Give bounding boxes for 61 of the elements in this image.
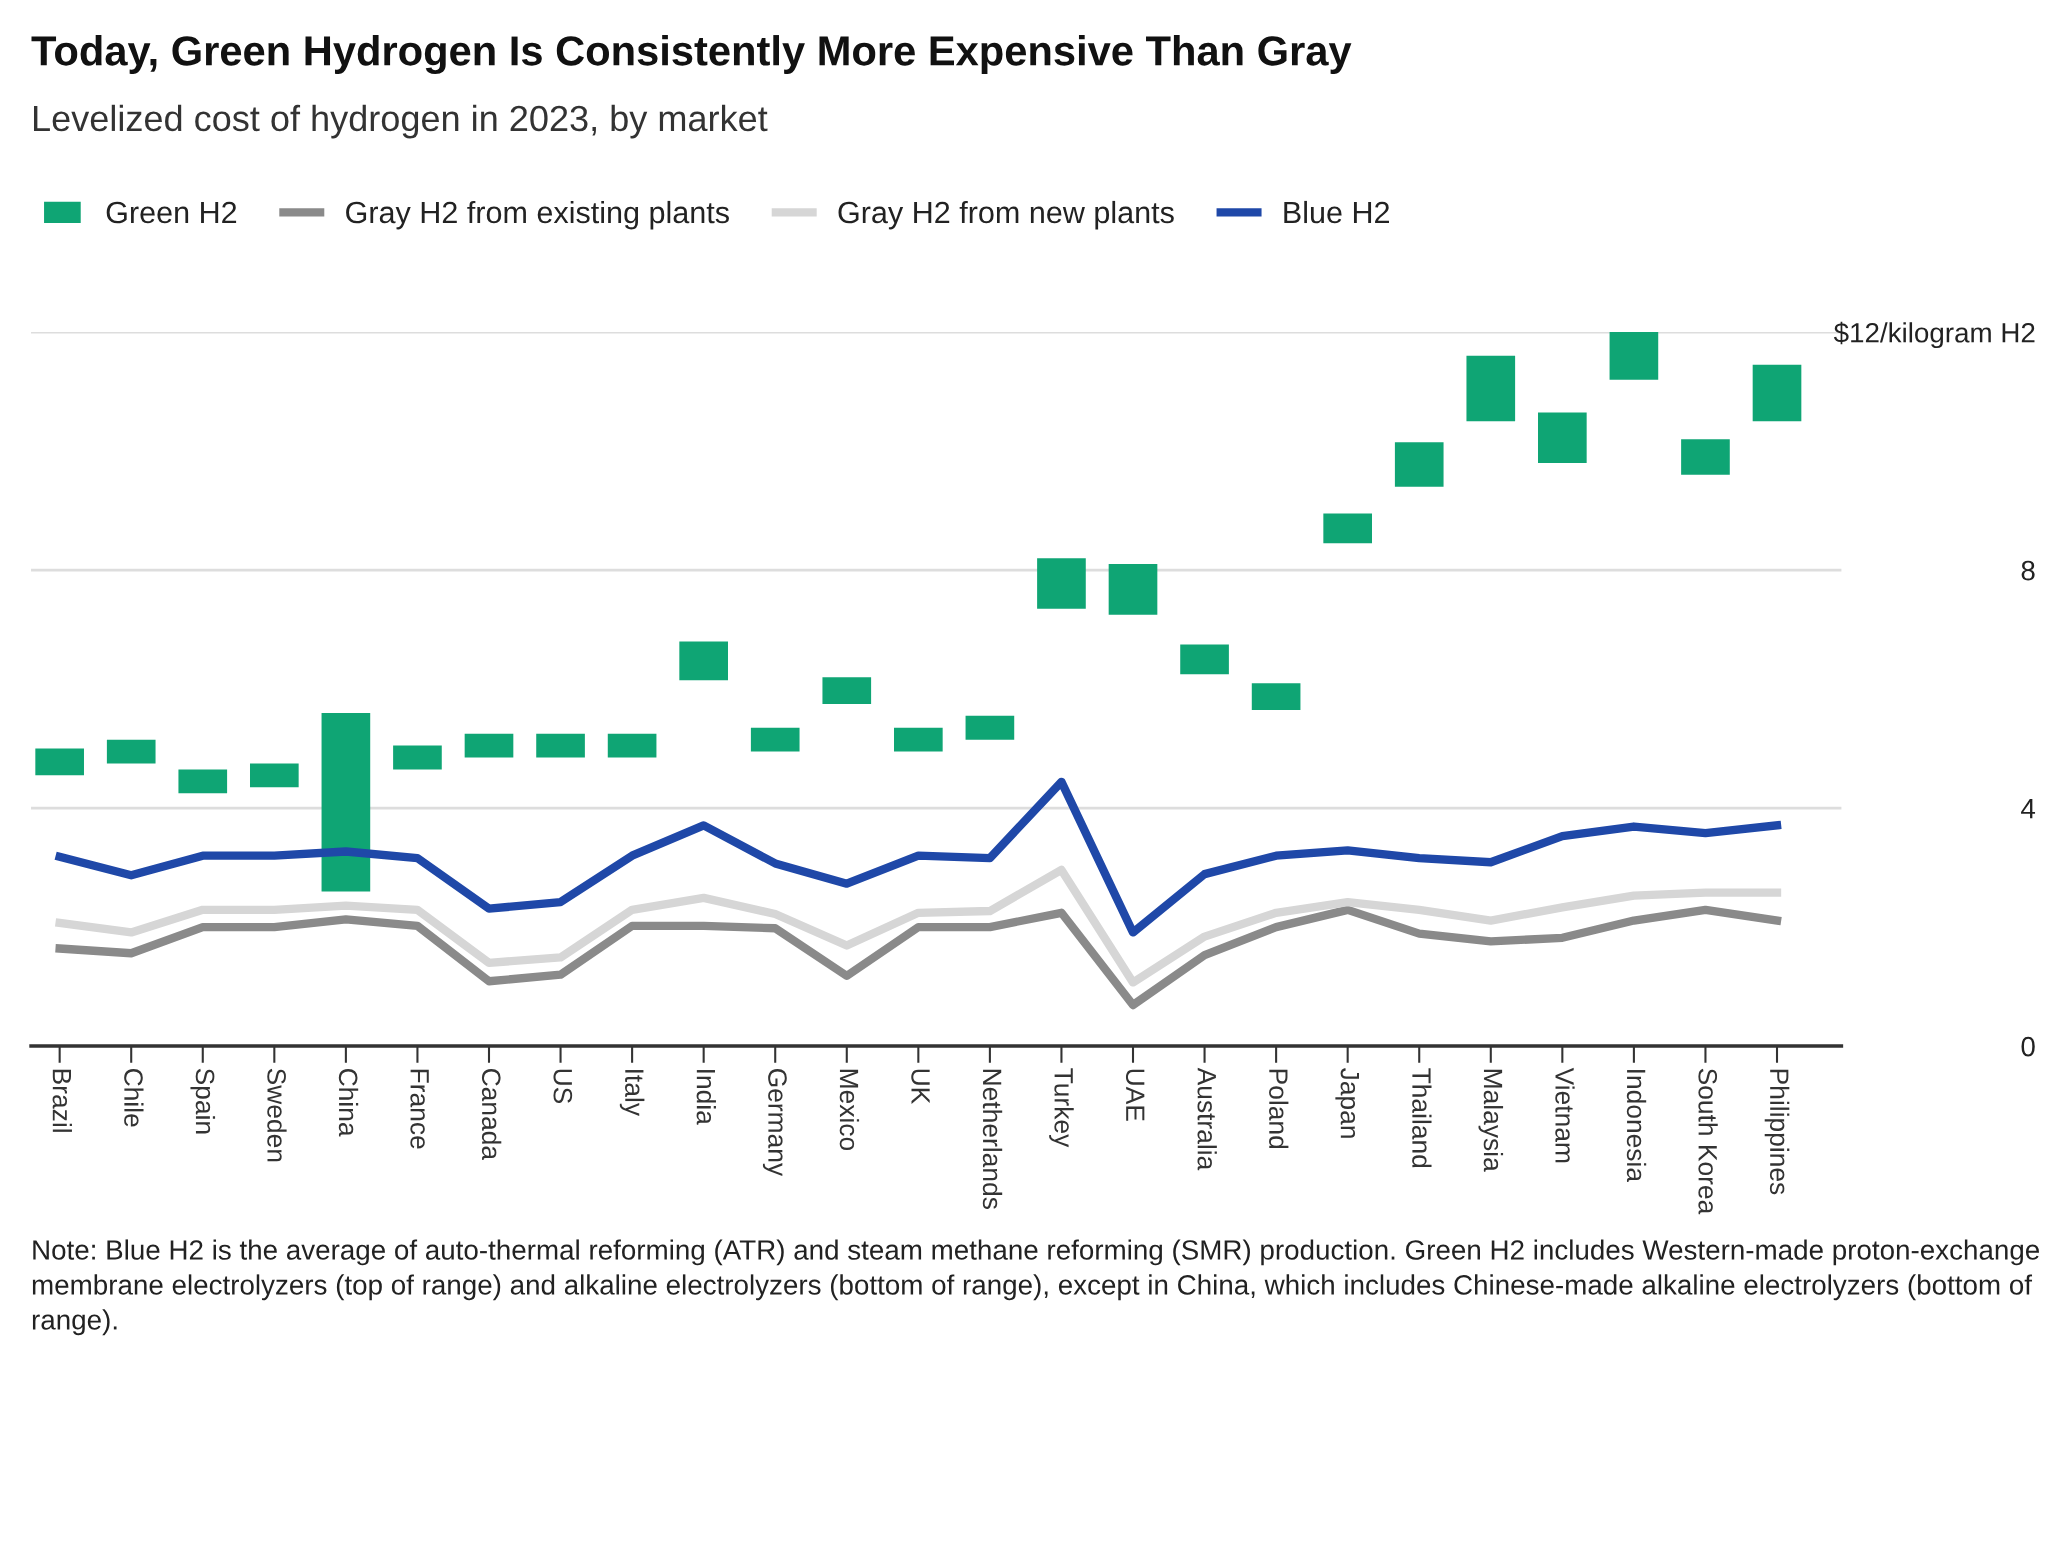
x-tick-label: Sweden [267,1068,287,1162]
bar [106,739,156,764]
y-tick-label: 8 [2021,560,2035,581]
chart-subtitle: Levelized cost of hydrogen in 2023, by market [34,104,768,139]
chart-title: Today, Green Hydrogen Is Consistently More Expensive Than Gray [31,35,1352,75]
bar [1180,644,1229,675]
x-tick-label: Germany [762,1068,787,1177]
bar [965,715,1015,740]
bar [1538,412,1587,463]
bar [178,769,228,794]
bar [894,727,943,752]
bar [1251,683,1301,710]
x-tick-label: Turkey [1049,1068,1074,1148]
x-tick-label: Mexico [839,1069,860,1151]
x-tick-label: Canada [481,1068,502,1161]
bar [1394,442,1444,487]
bar [35,748,84,776]
bar [822,677,872,704]
bar [536,733,585,758]
bar [679,641,728,681]
bar [1108,564,1158,615]
x-tick-label: France [410,1069,429,1149]
x-tick-label: Italy [619,1070,645,1116]
bar [321,712,371,892]
x-tick-label: UAE [1125,1069,1145,1121]
x-tick-label: China [338,1068,359,1137]
legend-label: Gray H2 from new plants [838,200,1174,230]
x-tick-label: Malaysia [1478,1069,1504,1172]
y-tick-label: 0 [2021,1036,2035,1057]
x-tick-label: Chile [124,1068,144,1127]
bar [1466,355,1516,422]
legend-label: Gray H2 from existing plants [346,200,729,230]
bar [1681,439,1730,475]
y-tick-label: 4 [2021,799,2036,819]
x-tick-label: Japan [1335,1068,1359,1138]
text: Note: Blue H2 is the average of auto-thermal reforming (ATR) and steam methane reforming (SMR) production. Green H2 includes Western-made proton-exchange membrane electrolyzers (top of range) and alkaline electrolyzers (bottom of range), except in China, which includes Chinese-made alkaline electrolyzers (bottom of range). [32,1239,2039,1336]
x-tick-label: Vietnam [1555,1067,1575,1163]
x-tick-label: UK [911,1069,930,1104]
x-tick-label: South Korea [1698,1068,1718,1215]
bar [464,733,514,758]
x-tick-label: Netherlands [982,1069,1003,1209]
x-tick-label: Thailand [1412,1068,1432,1168]
x-tick-label: Australia [1197,1067,1217,1171]
legend-label: Green H2 [106,201,237,224]
x-tick-label: Philippines [1764,1069,1790,1195]
bar [1752,364,1802,422]
x-tick-label: US [553,1069,573,1104]
bar [1037,558,1086,609]
x-tick-label: Indonesia [1626,1070,1647,1183]
x-tick-label: Poland [1269,1069,1289,1149]
legend-label: Blue H2 [1284,200,1389,224]
x-tick-label: Brazil [52,1069,72,1132]
bar [750,727,800,752]
y-tick-label: $12/kilogram H2 [1833,321,2035,349]
bar [393,745,442,770]
x-tick-label: India [696,1070,716,1125]
bar [607,733,657,758]
x-tick-label: Spain [190,1068,216,1134]
bar [1609,332,1659,380]
bar [1323,513,1372,544]
bar [250,763,299,788]
